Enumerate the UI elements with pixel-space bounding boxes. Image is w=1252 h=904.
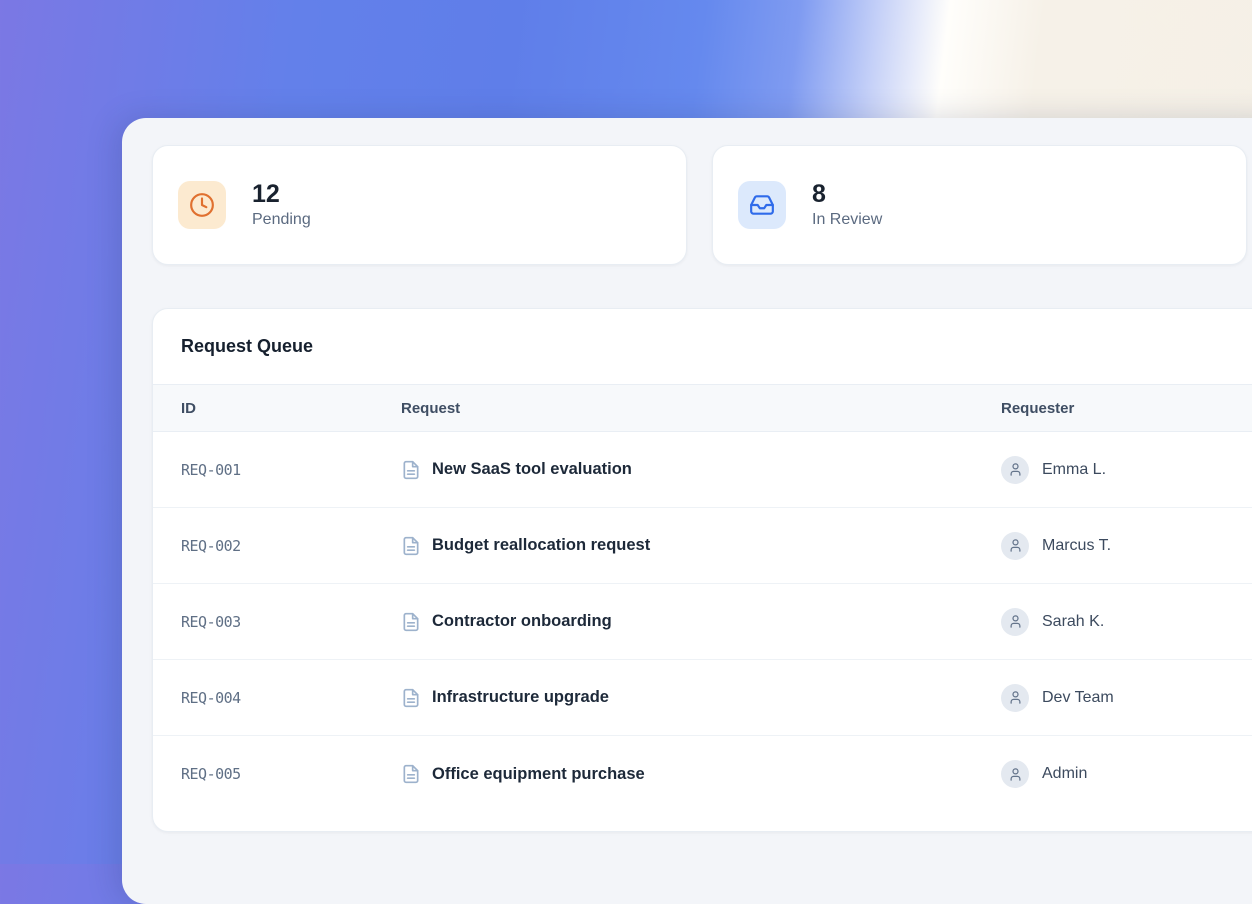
request-id: REQ-002	[181, 536, 241, 555]
requester-name: Emma L.	[1042, 460, 1107, 478]
table-row[interactable]: REQ-003 Contractor onboarding Sarah K.	[153, 584, 1252, 660]
request-id: REQ-001	[181, 460, 241, 479]
table-row[interactable]: REQ-002 Budget reallocation request Marc…	[153, 508, 1252, 584]
requester-name: Sarah K.	[1042, 612, 1105, 630]
file-text-icon	[401, 688, 421, 708]
request-title: Office equipment purchase	[432, 764, 645, 783]
request-title: New SaaS tool evaluation	[432, 460, 632, 478]
file-text-icon	[401, 536, 421, 556]
pending-label: Pending	[252, 211, 311, 229]
stat-text: 12 Pending	[252, 179, 311, 230]
request-title: Infrastructure upgrade	[432, 688, 609, 706]
stat-card-pending[interactable]: 12 Pending	[152, 145, 687, 265]
file-text-icon	[401, 764, 421, 784]
in-review-label: In Review	[812, 211, 883, 229]
requester-name: Admin	[1042, 765, 1088, 782]
requester-name: Dev Team	[1042, 688, 1114, 706]
column-header-id: ID	[181, 399, 196, 417]
table-title-row: Request Queue	[153, 309, 1252, 384]
stat-text: 8 In Review	[812, 179, 883, 230]
stat-card-in-review[interactable]: 8 In Review	[712, 145, 1247, 265]
table-header-row: ID Request Requester	[153, 384, 1252, 432]
request-title: Contractor onboarding	[432, 612, 612, 630]
avatar	[1001, 683, 1029, 712]
avatar	[1001, 455, 1029, 484]
page-title: Request Queue	[181, 336, 314, 356]
file-text-icon	[401, 612, 421, 632]
table-row[interactable]: REQ-001 New SaaS tool evaluation Emma L.	[153, 432, 1252, 508]
stats-row: 12 Pending 8 In Review	[152, 145, 1247, 265]
pending-count: 12	[252, 179, 280, 208]
avatar	[1001, 531, 1029, 560]
inbox-icon	[738, 181, 786, 229]
requester-name: Marcus T.	[1042, 536, 1112, 554]
avatar	[1001, 607, 1029, 636]
column-header-request: Request	[401, 399, 461, 417]
in-review-count: 8	[812, 179, 826, 208]
avatar	[1001, 760, 1029, 788]
request-id: REQ-004	[181, 688, 241, 707]
table-row[interactable]: REQ-005 Office equipment purchase Admin	[153, 736, 1252, 812]
column-header-requester: Requester	[1001, 399, 1075, 417]
file-text-icon	[401, 460, 421, 480]
table-row[interactable]: REQ-004 Infrastructure upgrade Dev Team	[153, 660, 1252, 736]
clock-icon	[178, 181, 226, 229]
main-panel: 12 Pending 8 In Review Request Queue ID …	[122, 118, 1252, 904]
request-title: Budget reallocation request	[432, 536, 651, 554]
request-id: REQ-005	[181, 765, 241, 783]
request-queue-card: Request Queue ID Request Requester REQ-0…	[152, 308, 1252, 832]
request-id: REQ-003	[181, 612, 241, 631]
